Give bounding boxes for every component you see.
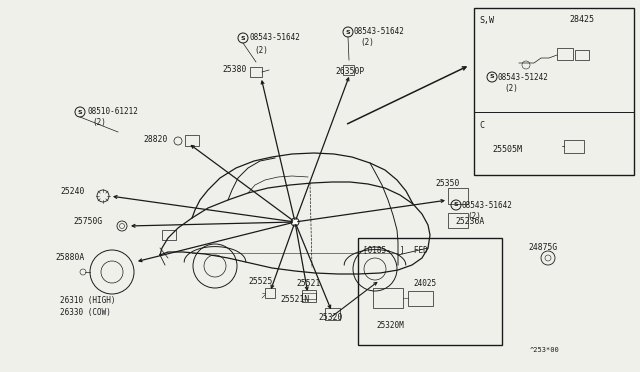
Text: 26350P: 26350P bbox=[335, 67, 364, 77]
Bar bbox=[302, 290, 316, 302]
Text: 08543-51642: 08543-51642 bbox=[249, 33, 300, 42]
Text: 25240: 25240 bbox=[60, 187, 84, 196]
Text: 28820: 28820 bbox=[143, 135, 168, 144]
Bar bbox=[265, 288, 275, 298]
Text: 24875G: 24875G bbox=[528, 244, 557, 253]
Bar bbox=[343, 65, 354, 75]
Text: (2): (2) bbox=[360, 38, 374, 48]
Text: 25505M: 25505M bbox=[492, 145, 522, 154]
Bar bbox=[448, 213, 468, 228]
Bar bbox=[302, 293, 316, 299]
Bar bbox=[408, 291, 433, 306]
Text: 25320: 25320 bbox=[318, 314, 342, 323]
Text: 25525: 25525 bbox=[248, 278, 273, 286]
Text: 25320M: 25320M bbox=[376, 321, 404, 330]
Bar bbox=[250, 67, 262, 77]
Text: ^253*00: ^253*00 bbox=[530, 347, 560, 353]
Text: 25380: 25380 bbox=[222, 65, 246, 74]
Text: S: S bbox=[77, 109, 83, 115]
Text: 25750G: 25750G bbox=[73, 218, 102, 227]
Bar bbox=[325, 308, 340, 320]
Text: 25521N: 25521N bbox=[280, 295, 309, 305]
Bar bbox=[162, 230, 176, 240]
Text: (2): (2) bbox=[92, 119, 106, 128]
Text: 24025: 24025 bbox=[413, 279, 436, 288]
Bar bbox=[557, 48, 573, 60]
Text: 08543-51642: 08543-51642 bbox=[462, 201, 513, 209]
Bar bbox=[474, 8, 634, 175]
Text: (2): (2) bbox=[467, 212, 481, 221]
Bar bbox=[358, 238, 502, 345]
Text: S: S bbox=[490, 74, 494, 80]
Bar bbox=[373, 288, 403, 308]
Text: 28425: 28425 bbox=[569, 16, 594, 25]
Text: (2): (2) bbox=[254, 45, 268, 55]
Text: 25880A: 25880A bbox=[55, 253, 84, 263]
Circle shape bbox=[291, 218, 299, 226]
Text: 26310 (HIGH): 26310 (HIGH) bbox=[60, 295, 115, 305]
Text: 25350: 25350 bbox=[435, 179, 460, 187]
Text: 25521: 25521 bbox=[296, 279, 321, 289]
Text: 08543-51242: 08543-51242 bbox=[498, 73, 549, 81]
Text: 26330 (COW): 26330 (COW) bbox=[60, 308, 111, 317]
Bar bbox=[575, 50, 589, 60]
Text: [0185-  ]  FED: [0185- ] FED bbox=[363, 246, 428, 254]
Text: S,W: S,W bbox=[479, 16, 494, 25]
Text: 08510-61212: 08510-61212 bbox=[87, 108, 138, 116]
Bar bbox=[185, 135, 199, 146]
Text: 08543-51642: 08543-51642 bbox=[354, 28, 405, 36]
Text: C: C bbox=[479, 122, 484, 131]
Text: S: S bbox=[241, 35, 245, 41]
Text: 25236A: 25236A bbox=[455, 218, 484, 227]
Bar bbox=[564, 140, 584, 153]
Text: S: S bbox=[454, 202, 458, 208]
Text: S: S bbox=[346, 29, 350, 35]
Text: (2): (2) bbox=[504, 83, 518, 93]
Bar bbox=[448, 188, 468, 204]
